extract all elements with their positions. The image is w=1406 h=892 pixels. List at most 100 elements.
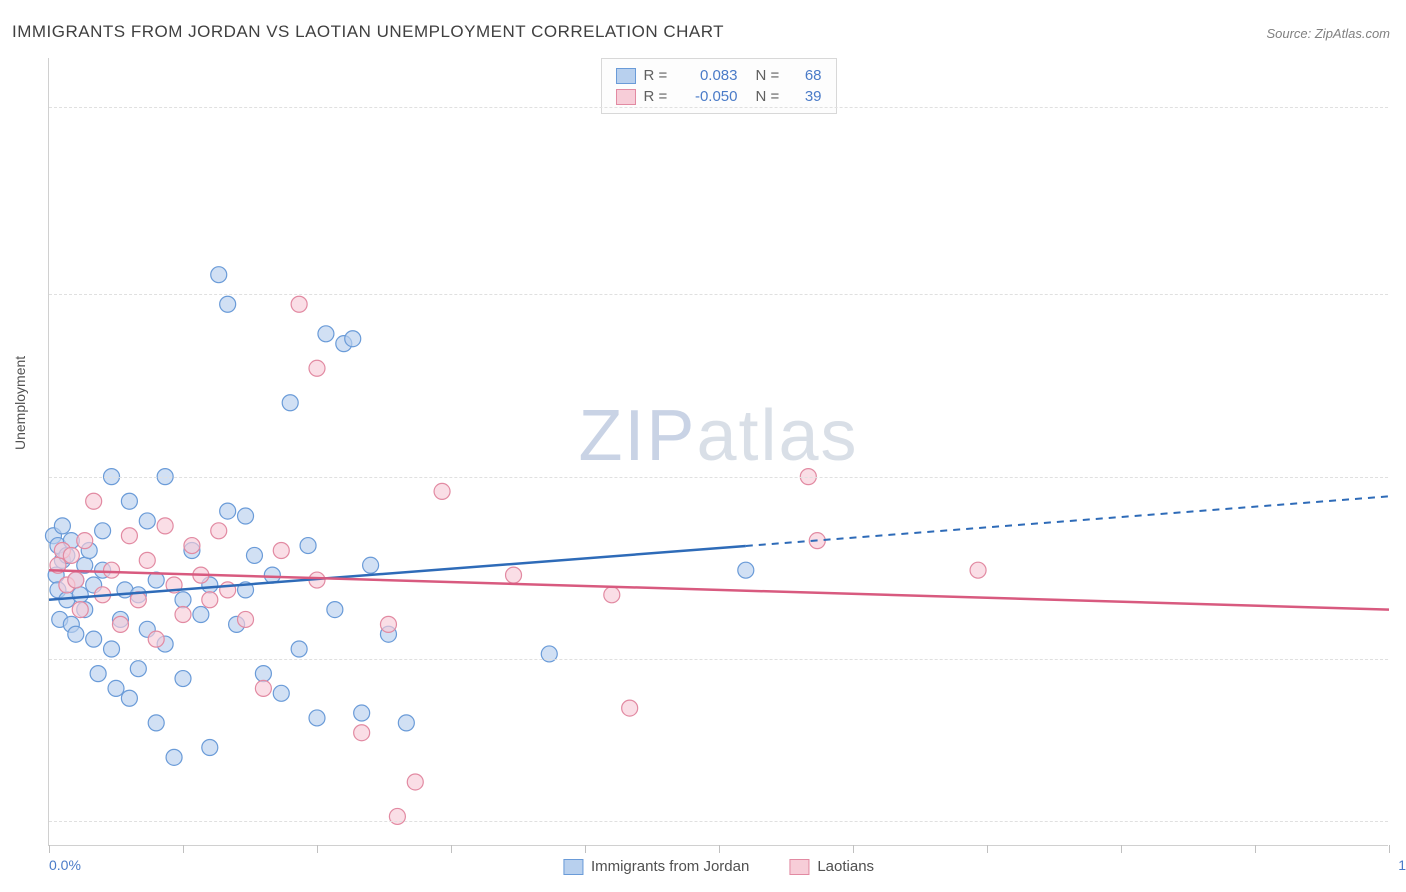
plot-area: ZIPatlas R =0.083N =68R =-0.050N =39 0.0… <box>48 58 1388 846</box>
data-point <box>95 523 111 539</box>
legend-R-value: -0.050 <box>680 88 738 105</box>
legend-N-value: 68 <box>792 67 822 84</box>
x-tick <box>451 845 452 853</box>
data-point <box>166 749 182 765</box>
data-point <box>184 538 200 554</box>
data-point <box>622 700 638 716</box>
trend-line-dashed <box>746 496 1389 546</box>
data-point <box>434 483 450 499</box>
data-point <box>309 360 325 376</box>
legend-correlation-row: R = -0.050 N = 39 <box>616 86 822 107</box>
data-point <box>63 547 79 563</box>
data-point <box>77 533 93 549</box>
data-point <box>104 562 120 578</box>
data-point <box>363 557 379 573</box>
data-point <box>220 503 236 519</box>
data-point <box>148 631 164 647</box>
data-point <box>112 616 128 632</box>
data-point <box>345 331 361 347</box>
y-tick-label: 7.5% <box>1393 469 1406 485</box>
data-point <box>604 587 620 603</box>
data-point <box>238 508 254 524</box>
legend-series: Immigrants from Jordan Laotians <box>563 858 874 875</box>
legend-swatch <box>616 68 636 84</box>
y-tick-label: 11.2% <box>1393 286 1406 302</box>
data-point <box>738 562 754 578</box>
legend-correlation: R =0.083N =68R =-0.050N =39 <box>601 58 837 114</box>
legend-swatch <box>789 859 809 875</box>
y-axis-label: Unemployment <box>12 356 28 450</box>
data-point <box>398 715 414 731</box>
data-point <box>202 740 218 756</box>
data-point <box>211 523 227 539</box>
x-tick <box>853 845 854 853</box>
data-point <box>327 602 343 618</box>
data-point <box>130 661 146 677</box>
data-point <box>309 710 325 726</box>
legend-swatch <box>616 89 636 105</box>
legend-R-label: R = <box>644 88 672 105</box>
legend-series-label: Laotians <box>817 858 874 875</box>
data-point <box>300 538 316 554</box>
data-point <box>72 602 88 618</box>
data-point <box>193 607 209 623</box>
data-point <box>86 631 102 647</box>
data-point <box>220 296 236 312</box>
data-point <box>291 296 307 312</box>
data-point <box>211 267 227 283</box>
data-point <box>68 626 84 642</box>
source-label: Source: ZipAtlas.com <box>1266 26 1390 41</box>
data-point <box>255 680 271 696</box>
x-tick <box>719 845 720 853</box>
data-point <box>354 725 370 741</box>
data-point <box>139 513 155 529</box>
data-point <box>139 552 155 568</box>
legend-correlation-row: R =0.083N =68 <box>616 65 822 86</box>
legend-N-value: 39 <box>792 88 822 105</box>
x-tick <box>1121 845 1122 853</box>
data-point <box>255 666 271 682</box>
gridline-h <box>49 294 1388 295</box>
data-point <box>273 543 289 559</box>
data-point <box>318 326 334 342</box>
data-point <box>54 518 70 534</box>
data-point <box>291 641 307 657</box>
chart-container: IMMIGRANTS FROM JORDAN VS LAOTIAN UNEMPL… <box>0 0 1406 892</box>
x-tick <box>317 845 318 853</box>
data-point <box>238 611 254 627</box>
data-point <box>90 666 106 682</box>
data-point <box>121 493 137 509</box>
data-point <box>68 572 84 588</box>
data-point <box>86 493 102 509</box>
data-point <box>970 562 986 578</box>
data-point <box>157 518 173 534</box>
x-tick <box>49 845 50 853</box>
data-point <box>202 592 218 608</box>
x-tick <box>585 845 586 853</box>
data-point <box>121 690 137 706</box>
data-point <box>175 607 191 623</box>
x-tick <box>1389 845 1390 853</box>
y-tick-label: 3.8% <box>1393 651 1406 667</box>
gridline-h <box>49 659 1388 660</box>
legend-R-label: R = <box>644 67 672 84</box>
y-tick-label: 15.0% <box>1393 99 1406 115</box>
legend-series-label: Immigrants from Jordan <box>591 858 749 875</box>
gridline-h <box>49 821 1388 822</box>
data-point <box>380 616 396 632</box>
data-point <box>108 680 124 696</box>
legend-N-label: N = <box>756 67 784 84</box>
data-point <box>72 587 88 603</box>
data-point <box>407 774 423 790</box>
data-point <box>354 705 370 721</box>
gridline-h <box>49 477 1388 478</box>
data-point <box>506 567 522 583</box>
legend-series-item: Immigrants from Jordan <box>563 858 749 875</box>
chart-title: IMMIGRANTS FROM JORDAN VS LAOTIAN UNEMPL… <box>12 22 724 42</box>
legend-swatch <box>563 859 583 875</box>
x-tick <box>987 845 988 853</box>
chart-svg <box>49 58 1388 845</box>
data-point <box>246 547 262 563</box>
data-point <box>264 567 280 583</box>
legend-N-label: N = <box>756 88 784 105</box>
